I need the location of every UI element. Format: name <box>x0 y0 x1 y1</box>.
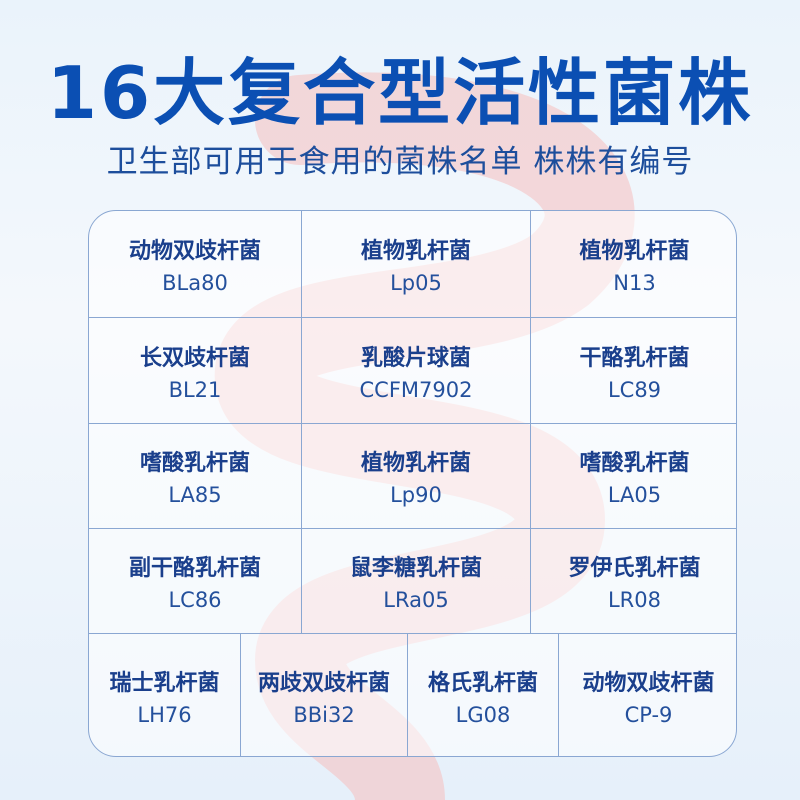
strain-name: 植物乳杆菌 <box>360 239 471 264</box>
strain-cell: 乳酸片球菌 CCFM7902 <box>302 318 531 424</box>
strain-name: 长双歧杆菌 <box>139 345 250 371</box>
strain-code: LR08 <box>607 588 661 612</box>
strain-cell: 罗伊氏乳杆菌 LR08 <box>531 529 736 634</box>
strain-cell: 植物乳杆菌 Lp90 <box>302 424 531 529</box>
strain-name: 格氏乳杆菌 <box>427 671 538 696</box>
strain-name: 乳酸片球菌 <box>360 345 471 371</box>
strain-name: 罗伊氏乳杆菌 <box>568 556 701 581</box>
strain-name: 植物乳杆菌 <box>360 451 471 476</box>
strain-name: 嗜酸乳杆菌 <box>579 451 690 476</box>
strain-code: N13 <box>613 271 656 295</box>
strain-code: LG08 <box>455 703 511 727</box>
strain-code: BLa80 <box>162 271 228 295</box>
strain-code: LA05 <box>607 483 662 507</box>
strain-code: CP-9 <box>624 703 673 727</box>
strain-name: 副干酪乳杆菌 <box>128 556 261 581</box>
strain-code: LC86 <box>168 588 222 612</box>
strain-code: LA85 <box>168 483 222 507</box>
strain-cell: 两歧双歧杆菌 BBi32 <box>241 634 408 756</box>
strain-code: BL21 <box>168 377 222 402</box>
strain-cell: 动物双歧杆菌 BLa80 <box>89 211 302 318</box>
strain-code: Lp90 <box>390 483 442 507</box>
strain-code: Lp05 <box>390 271 442 295</box>
page-subtitle: 卫生部可用于食用的菌株名单 株株有编号 <box>106 144 694 180</box>
strain-name: 动物双歧杆菌 <box>128 239 261 264</box>
page-title: 16大复合型活性菌株 <box>46 51 754 135</box>
strain-cell: 干酪乳杆菌 LC89 <box>531 318 736 424</box>
strain-name: 动物双歧杆菌 <box>582 671 715 696</box>
strain-cell: 植物乳杆菌 Lp05 <box>302 211 531 318</box>
strain-name: 植物乳杆菌 <box>579 239 690 264</box>
strain-code: LRa05 <box>383 588 449 612</box>
strain-code: BBi32 <box>293 703 355 727</box>
strain-code: CCFM7902 <box>359 377 473 402</box>
strain-cell: 动物双歧杆菌 CP-9 <box>559 634 736 756</box>
strain-cell: 长双歧杆菌 BL21 <box>89 318 302 424</box>
strain-name: 嗜酸乳杆菌 <box>139 451 250 476</box>
strain-cell: 副干酪乳杆菌 LC86 <box>89 529 302 634</box>
strain-table: 动物双歧杆菌 BLa80 植物乳杆菌 Lp05 植物乳杆菌 N13 长双歧杆菌 BL21 乳酸片… <box>88 210 737 757</box>
strain-name: 干酪乳杆菌 <box>579 345 690 371</box>
strain-cell: 瑞士乳杆菌 LH76 <box>89 634 241 756</box>
strain-cell: 植物乳杆菌 N13 <box>531 211 736 318</box>
strain-cell: 格氏乳杆菌 LG08 <box>408 634 559 756</box>
strain-cell: 嗜酸乳杆菌 LA05 <box>531 424 736 529</box>
strain-code: LC89 <box>607 377 662 402</box>
strain-name: 瑞士乳杆菌 <box>109 671 220 696</box>
strain-name: 两歧双歧杆菌 <box>257 671 390 696</box>
strain-cell: 鼠李糖乳杆菌 LRa05 <box>302 529 531 634</box>
strain-code: LH76 <box>137 703 192 727</box>
strain-cell: 嗜酸乳杆菌 LA85 <box>89 424 302 529</box>
strain-name: 鼠李糖乳杆菌 <box>349 556 482 581</box>
